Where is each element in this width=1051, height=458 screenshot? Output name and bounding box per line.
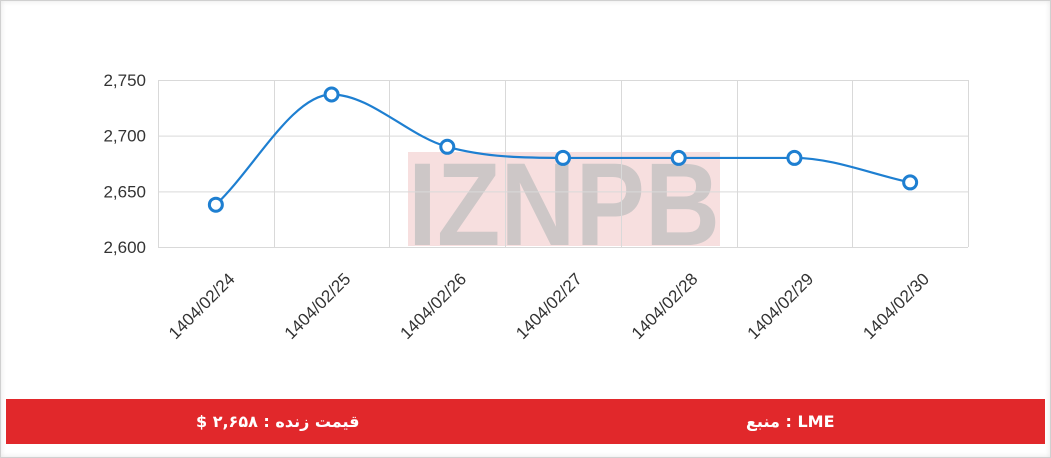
- y-tick-label: 2,750: [103, 71, 146, 90]
- grid: [158, 80, 969, 248]
- x-tick-label: 1404/02/27: [512, 269, 586, 343]
- data-points: [207, 86, 919, 213]
- data-point: [207, 196, 224, 213]
- y-tick-label: 2,650: [103, 182, 146, 201]
- x-tick-label: 1404/02/29: [744, 269, 818, 343]
- x-tick-label: 1404/02/24: [165, 269, 239, 343]
- x-axis: 1404/02/24 1404/02/25 1404/02/26 1404/02/27…: [165, 269, 933, 343]
- watermark-band: [408, 152, 720, 246]
- x-tick-label: 1404/02/28: [628, 269, 702, 343]
- data-point: [902, 174, 919, 191]
- x-tick-label: 1404/02/26: [397, 269, 471, 343]
- data-point: [786, 149, 803, 166]
- y-tick-label: 2,600: [103, 238, 146, 257]
- data-point: [323, 86, 340, 103]
- x-tick-label: 1404/02/30: [859, 269, 933, 343]
- x-tick-label: 1404/02/25: [281, 269, 355, 343]
- source-label: منبع : LME: [746, 412, 835, 431]
- live-price-label: قیمت زنده : ۲,۶۵۸ $: [196, 412, 360, 431]
- data-point: [439, 138, 456, 155]
- footer-bar: قیمت زنده : ۲,۶۵۸ $ منبع : LME: [6, 399, 1045, 444]
- y-tick-label: 2,700: [103, 127, 146, 146]
- y-axis: 2,600 2,650 2,700 2,750: [103, 71, 146, 257]
- data-point: [670, 149, 687, 166]
- data-point: [555, 149, 571, 166]
